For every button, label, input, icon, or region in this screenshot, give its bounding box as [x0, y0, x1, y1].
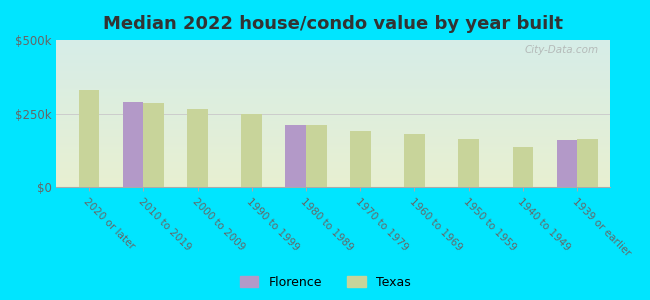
Bar	[577, 139, 598, 187]
Bar	[458, 140, 479, 187]
Bar	[513, 147, 533, 187]
Bar	[556, 140, 577, 187]
Bar	[187, 109, 208, 187]
Bar	[350, 131, 370, 187]
Legend: Florence, Texas: Florence, Texas	[235, 271, 415, 294]
Bar	[123, 102, 143, 187]
Title: Median 2022 house/condo value by year built: Median 2022 house/condo value by year bu…	[103, 15, 563, 33]
Text: City-Data.com: City-Data.com	[525, 44, 599, 55]
Bar	[143, 103, 164, 187]
Bar	[241, 114, 262, 187]
Bar	[404, 134, 425, 187]
Bar	[306, 125, 326, 187]
Bar	[79, 90, 99, 187]
Bar	[285, 125, 306, 187]
